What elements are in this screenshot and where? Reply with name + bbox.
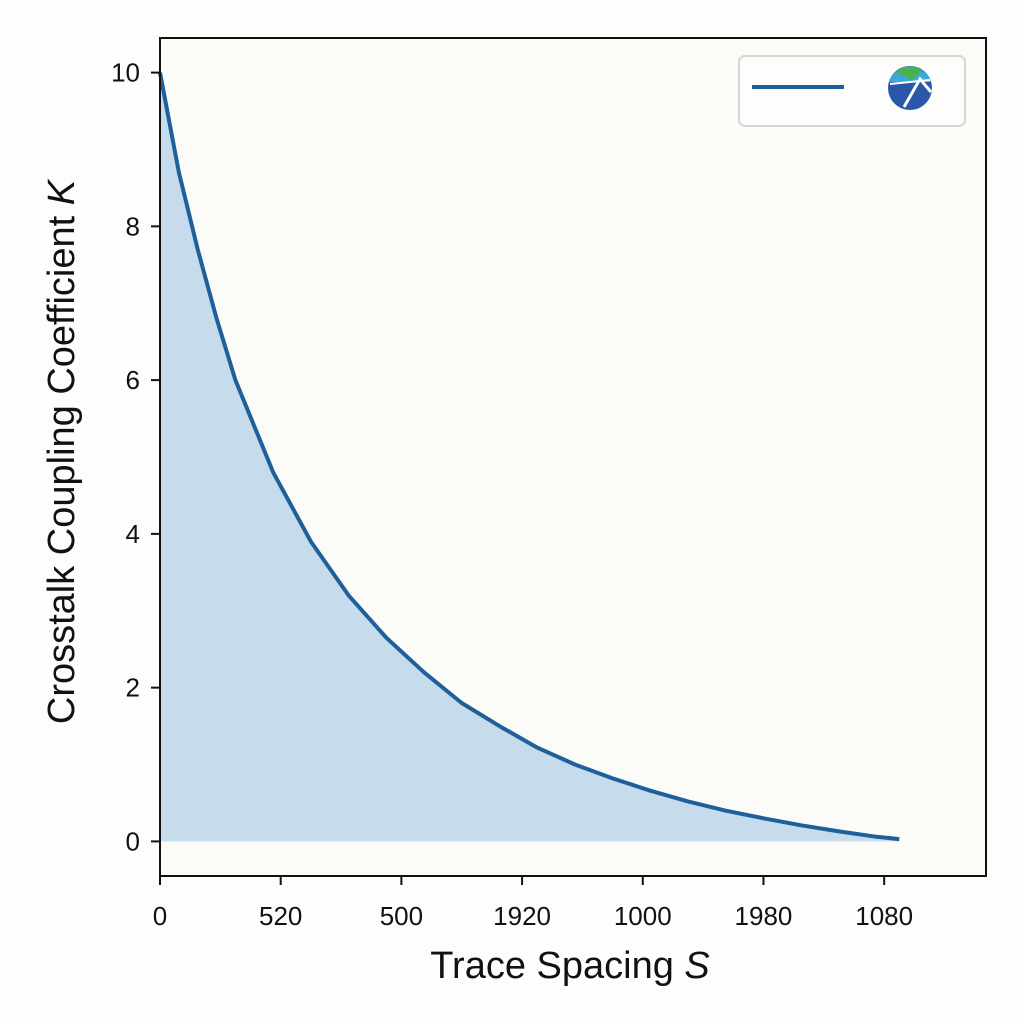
x-tick-label: 500: [380, 901, 423, 931]
series-area-layer: [160, 72, 900, 842]
series-0-line: [158, 72, 900, 842]
plot-frame: [159, 37, 987, 877]
x-tick-label: 1980: [735, 901, 793, 931]
y-tick-label: 10: [111, 58, 140, 88]
series-0-area: [160, 72, 900, 842]
x-tick-label: 0: [153, 901, 167, 931]
x-axis: 0 520 500 1920 1000 1980 1080: [153, 876, 913, 931]
y-tick-label: 8: [126, 211, 140, 241]
x-tick-label: 1080: [855, 901, 913, 931]
y-axis: 0 2 4 6 8 10: [111, 58, 160, 856]
x-axis-title: Trace Spacing S: [430, 945, 710, 987]
y-axis-title: Crosstalk Coupling Coefficient K: [41, 178, 83, 724]
legend: [738, 55, 966, 127]
x-tick-label: 1000: [614, 901, 672, 931]
y-tick-label: 0: [126, 826, 140, 856]
x-tick-label: 520: [259, 901, 302, 931]
series-line-layer: [158, 72, 900, 842]
globe-icon: [888, 66, 933, 110]
y-tick-label: 2: [126, 673, 140, 703]
y-tick-label: 4: [126, 519, 140, 549]
x-tick-label: 1920: [493, 901, 551, 931]
y-tick-label: 6: [126, 365, 140, 395]
